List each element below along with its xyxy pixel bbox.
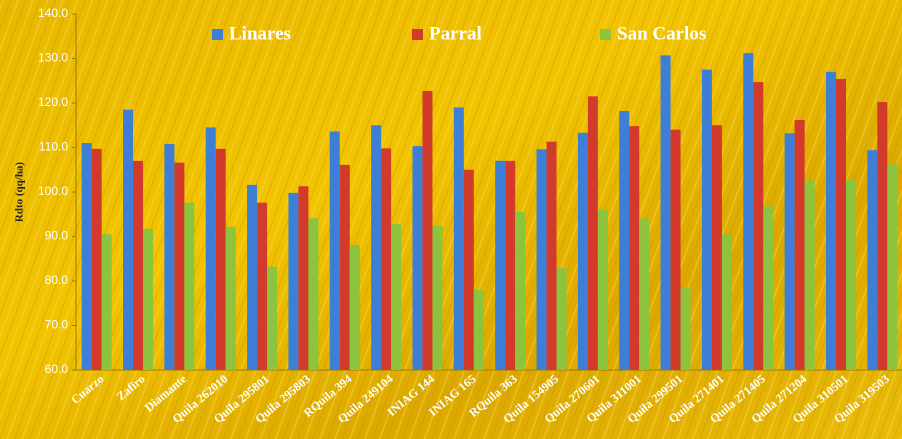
bar [845,179,856,370]
bar [680,288,691,370]
y-tick-label: 90.0 [45,229,69,243]
bar [91,148,102,370]
bar [143,228,154,370]
bar [721,234,732,370]
y-tick-label: 130.0 [38,51,68,65]
y-tick-label: 70.0 [45,318,69,332]
bar [381,148,392,370]
bar [215,148,226,370]
bar [247,184,258,370]
bar [505,160,516,370]
bar [308,218,319,370]
y-tick-label: 60.0 [45,362,69,376]
bar [339,164,350,370]
bar [536,149,547,370]
legend-label: Linares [229,23,291,44]
y-tick-label: 80.0 [45,273,69,287]
bar [867,150,878,370]
y-tick-label: 140.0 [38,6,68,20]
bar [835,78,846,370]
bar [743,53,754,370]
bar [670,129,681,370]
bar [701,69,712,370]
y-tick-label: 100.0 [38,184,68,198]
bar [184,202,195,370]
bar [422,90,433,371]
bar [164,143,175,370]
bar [546,141,557,370]
legend-swatch [600,29,611,40]
bar [660,55,671,370]
bar [473,289,484,370]
bar [587,96,598,370]
bar [123,109,134,371]
bar [174,162,185,370]
bar [81,143,92,370]
bar [349,244,360,370]
legend-swatch [412,29,423,40]
bar [639,218,650,370]
bar [784,133,795,370]
bar [753,82,764,371]
bar [205,127,216,370]
y-tick-label: 120.0 [38,95,68,109]
bar [267,266,278,370]
bar [887,164,898,370]
bar [556,268,567,370]
bar [877,102,888,371]
bar [391,224,402,370]
bar [711,125,722,370]
bar [453,107,464,370]
bar [463,169,474,370]
bar [794,119,805,370]
y-axis-label: Rdto (qq/ha) [14,162,26,223]
bar [298,186,309,370]
bar [432,225,443,370]
bar [257,202,268,370]
bar [371,125,382,370]
bar [763,206,774,370]
bar [515,212,526,370]
legend-label: Parral [429,23,482,44]
bar [825,71,836,370]
bar [412,146,423,370]
bar [629,126,640,370]
bar [101,234,112,370]
bar [619,111,630,370]
bar [288,192,299,370]
bar [133,160,144,370]
bar [804,180,815,370]
legend-label: San Carlos [617,23,706,44]
bar [495,160,506,370]
y-tick-label: 110.0 [39,140,68,154]
bar [577,132,588,370]
bar [329,131,340,370]
legend-swatch [212,29,223,40]
bar [597,209,608,370]
bar [225,226,236,370]
